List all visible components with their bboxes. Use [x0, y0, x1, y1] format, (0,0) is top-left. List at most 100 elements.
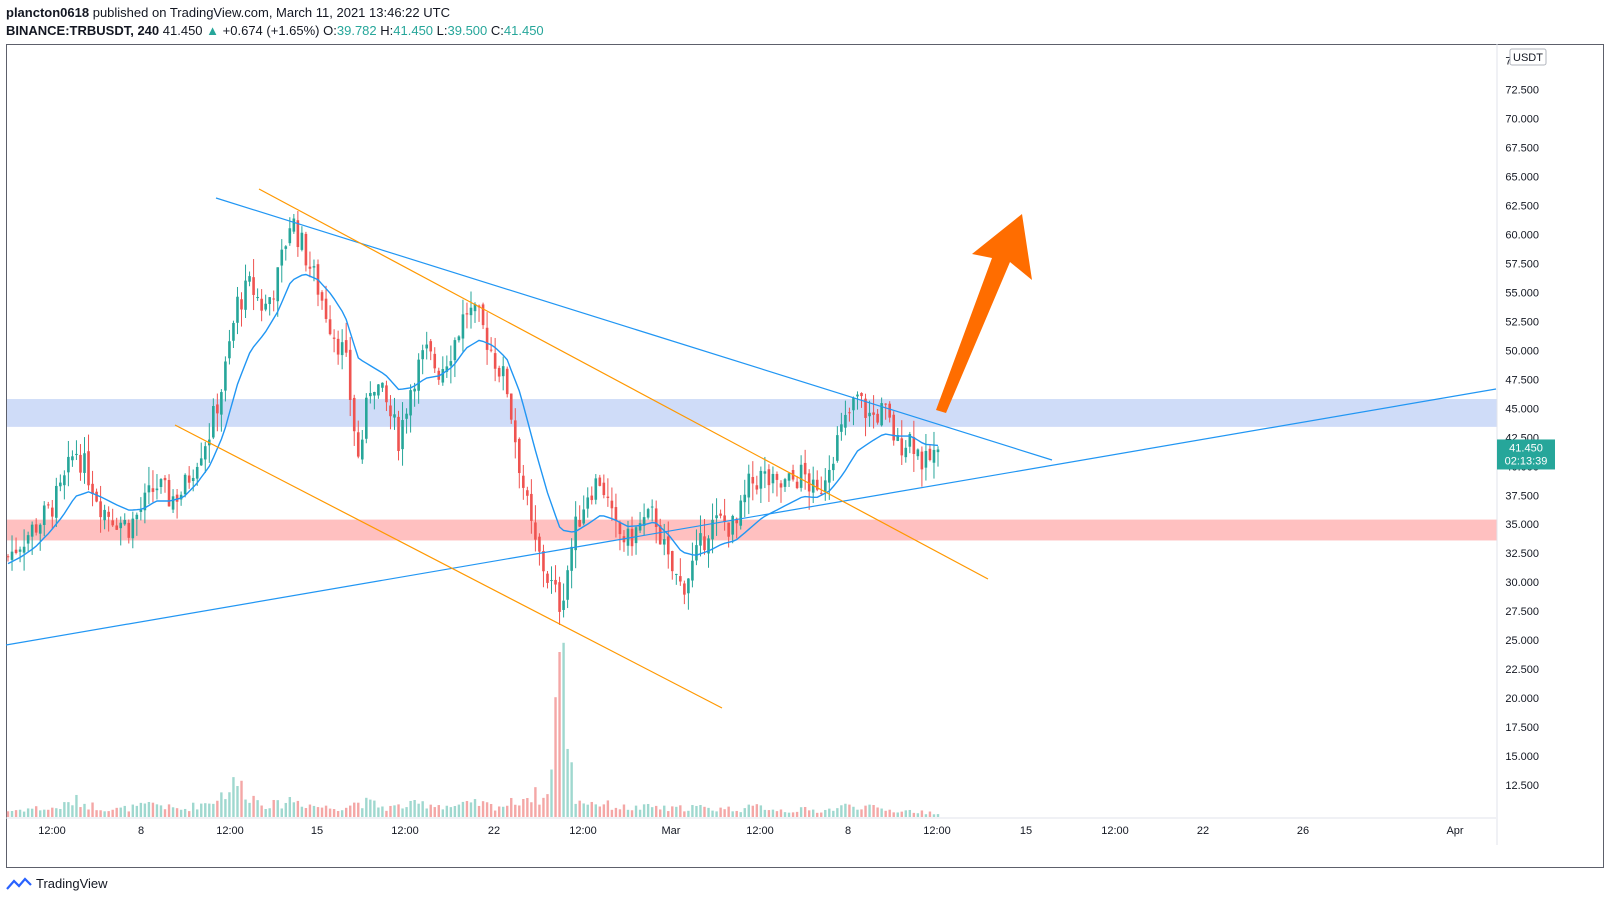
volume-bar [719, 807, 722, 817]
drawings-layer [5, 188, 1497, 709]
candle [526, 486, 529, 506]
candle-body [775, 473, 779, 480]
volume-bar [425, 808, 428, 817]
volume-bar [707, 807, 710, 817]
candle [675, 573, 678, 585]
candle-body [352, 397, 356, 432]
candle [602, 474, 606, 499]
candle-body [103, 509, 106, 521]
candle-body [783, 479, 787, 487]
volume-bar [47, 809, 50, 817]
volume-bar [26, 808, 30, 817]
volume-bar [518, 805, 521, 817]
candle [723, 498, 726, 531]
candle-body [264, 303, 267, 310]
candle [691, 542, 694, 588]
candle [79, 444, 82, 481]
candle-body [373, 392, 376, 396]
candle-body [409, 390, 412, 416]
volume-bar [606, 800, 610, 817]
volume-bar [445, 805, 449, 817]
volume-bar [167, 804, 171, 817]
candle-body [461, 314, 465, 339]
candle-body [719, 513, 722, 516]
candle [832, 456, 835, 481]
candle [836, 426, 839, 463]
candle [119, 516, 123, 546]
candle [304, 231, 308, 272]
zones-layer [7, 399, 1497, 541]
volume-bar [288, 797, 292, 817]
time-tick-label: 12:00 [391, 825, 419, 837]
candle [485, 312, 489, 365]
candle-body [296, 220, 300, 248]
candle-body [731, 515, 734, 535]
candle [848, 407, 851, 422]
candle [83, 437, 86, 484]
candle [356, 420, 360, 459]
candle [42, 501, 46, 537]
candle-body [115, 525, 119, 530]
volume-bar [369, 799, 372, 817]
candle-body [417, 359, 420, 391]
symbol-label[interactable]: BINANCE:TRBUSDT, 240 [6, 23, 160, 38]
footer-brand[interactable]: TradingView [36, 876, 108, 891]
volume-bar [650, 807, 654, 817]
volume-bar [832, 810, 835, 817]
candle-body [892, 414, 896, 441]
candle-body [248, 276, 251, 282]
volume-bar [888, 809, 891, 817]
candle-body [715, 515, 718, 519]
candle [163, 475, 167, 493]
candle [876, 409, 879, 425]
volume-bar [10, 811, 14, 817]
candle [244, 264, 247, 318]
candle [59, 474, 62, 492]
volume-bar [667, 811, 670, 817]
volume-bar [683, 811, 686, 817]
volume-bar [171, 807, 175, 817]
volume-bar [558, 652, 561, 817]
volume-bar [506, 805, 509, 817]
candle-body [687, 578, 690, 594]
chart-frame[interactable] [6, 44, 1604, 868]
volume-bar [260, 805, 263, 817]
candle-body [91, 483, 94, 495]
zone-support [7, 519, 1497, 541]
candle-body [385, 385, 388, 403]
candle-body [473, 303, 477, 312]
candle [123, 513, 127, 526]
candle-body [509, 393, 513, 420]
publisher-name[interactable]: plancton0618 [6, 5, 90, 20]
candle-body [55, 485, 58, 518]
candle-body [703, 536, 706, 551]
volume-bar [924, 814, 928, 817]
volume-bar [83, 803, 86, 817]
candle-body [425, 344, 429, 349]
volume-bar [687, 810, 690, 817]
candle-body [578, 519, 581, 527]
volume-bar [928, 811, 932, 817]
volume-bar [514, 804, 517, 817]
candle-body [489, 349, 493, 351]
volume-bar [477, 805, 481, 817]
candle-body [127, 522, 131, 538]
candle-body [389, 405, 392, 417]
volume-bar [397, 804, 400, 817]
candle-body [517, 438, 521, 474]
time-tick-label: 8 [138, 825, 144, 837]
candle [320, 290, 324, 310]
price-tick-label: 17.500 [1505, 722, 1539, 734]
volume-bar [803, 806, 807, 817]
candle-body [135, 514, 139, 520]
volume-bar [787, 812, 791, 817]
candle-body [598, 477, 602, 486]
volume-bar [268, 808, 271, 817]
candle [751, 461, 755, 501]
volume-bar [87, 809, 90, 817]
volume-bar [771, 809, 775, 817]
volume-bar [497, 806, 501, 817]
volume-bar [864, 805, 867, 817]
candle [807, 469, 811, 510]
